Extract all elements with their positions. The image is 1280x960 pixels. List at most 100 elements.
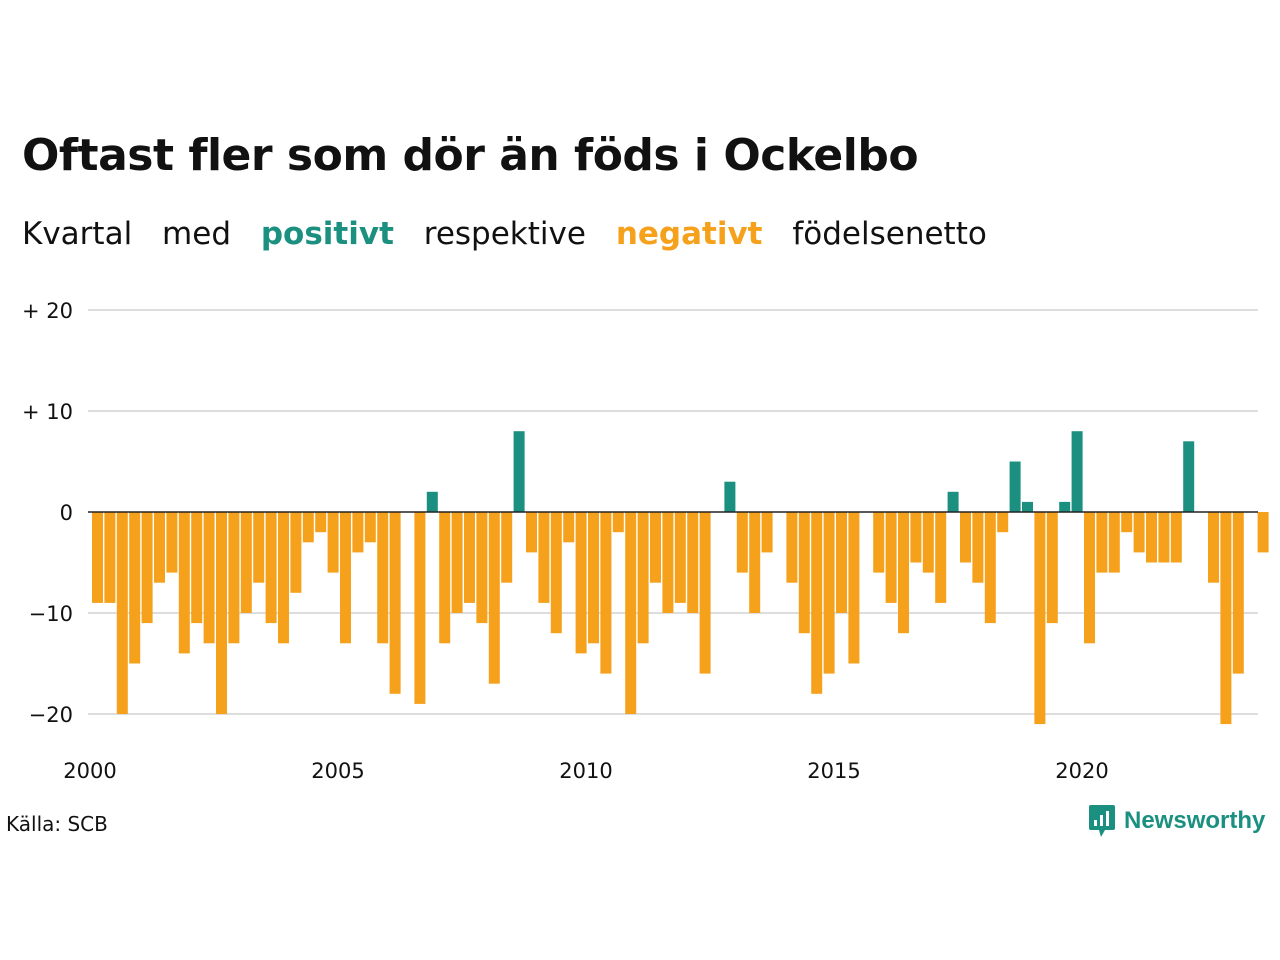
bar-negative xyxy=(588,512,599,644)
x-tick-label: 2000 xyxy=(63,759,116,783)
logo-text: Newsworthy xyxy=(1124,807,1266,834)
bar-negative xyxy=(625,512,637,714)
bar-negative xyxy=(352,512,364,553)
bar-negative xyxy=(538,512,550,603)
bar-positive xyxy=(724,481,736,512)
bar-negative xyxy=(1133,512,1145,553)
bar-negative xyxy=(191,512,203,624)
bar-negative xyxy=(1121,512,1133,533)
bar-negative xyxy=(501,512,513,583)
bar-negative xyxy=(885,512,897,603)
bar-negative xyxy=(811,512,823,694)
bar-negative xyxy=(302,512,314,543)
bar-negative xyxy=(848,512,860,664)
bar-positive xyxy=(947,491,959,512)
bar-negative xyxy=(451,512,463,613)
bar-positive xyxy=(1022,501,1033,512)
bar-negative xyxy=(439,512,451,644)
bar-chart: + 20 + 10 0 −10 −20 2000 2005 2010 2015 2020 xyxy=(22,299,1269,783)
bar-negative xyxy=(1257,512,1269,553)
bar-positive xyxy=(1183,441,1195,512)
bar-negative xyxy=(873,512,885,573)
bars xyxy=(88,431,1269,725)
chart-title: Oftast fler som dör än föds i Ockelbo xyxy=(22,130,919,181)
bar-negative xyxy=(662,512,674,613)
bar-negative xyxy=(1084,512,1095,644)
bar-negative xyxy=(488,512,500,684)
bar-negative xyxy=(1170,512,1182,563)
bar-negative xyxy=(1208,512,1219,583)
bar-positive xyxy=(426,491,438,512)
bar-negative xyxy=(637,512,649,644)
legend-negative-label: negativt xyxy=(615,216,763,252)
subtitle-word-respektive: respektive xyxy=(423,216,586,252)
bar-negative xyxy=(154,512,165,583)
x-tick-label: 2005 xyxy=(311,759,364,783)
bar-negative xyxy=(910,512,922,563)
bar-negative xyxy=(736,512,748,573)
bar-negative xyxy=(464,512,475,603)
bar-negative xyxy=(836,512,847,613)
bar-negative xyxy=(997,512,1009,533)
bar-positive xyxy=(1009,461,1021,512)
x-tick-label: 2020 xyxy=(1055,759,1108,783)
y-tick-label: + 20 xyxy=(22,299,73,323)
bar-negative xyxy=(960,512,971,563)
bar-negative xyxy=(1220,512,1232,725)
bar-negative xyxy=(575,512,587,654)
subtitle-word-kvartal: Kvartal xyxy=(22,216,133,252)
newsworthy-logo: Newsworthy xyxy=(1088,804,1265,838)
y-tick-label: −20 xyxy=(29,703,73,727)
bar-negative xyxy=(327,512,339,573)
bar-positive xyxy=(513,431,525,512)
legend-positive-label: positivt xyxy=(260,216,394,252)
newsworthy-logo-icon xyxy=(1089,805,1115,837)
bar-negative xyxy=(1096,512,1108,573)
bar-negative xyxy=(290,512,302,593)
bar-negative xyxy=(253,512,265,583)
bar-negative xyxy=(178,512,190,654)
bar-negative xyxy=(526,512,537,553)
subtitle-word-med: med xyxy=(162,216,231,252)
bar-negative xyxy=(141,512,153,624)
y-tick-label: −10 xyxy=(29,602,73,626)
bar-negative xyxy=(823,512,835,674)
axis-labels: + 20 + 10 0 −10 −20 2000 2005 2010 2015 2020 xyxy=(22,299,1109,783)
bar-negative xyxy=(687,512,699,613)
bar-negative xyxy=(216,512,227,714)
x-tick-label: 2015 xyxy=(807,759,860,783)
bar-negative xyxy=(674,512,686,603)
bar-negative xyxy=(563,512,575,543)
bar-negative xyxy=(364,512,376,543)
bar-negative xyxy=(166,512,178,573)
bar-negative xyxy=(340,512,351,644)
bar-negative xyxy=(104,512,116,603)
bar-negative xyxy=(377,512,389,644)
y-tick-label: 0 xyxy=(60,501,73,525)
bar-negative xyxy=(600,512,612,674)
bar-negative xyxy=(278,512,289,644)
bar-negative xyxy=(265,512,277,624)
bar-negative xyxy=(786,512,798,583)
bar-negative xyxy=(116,512,128,714)
bar-negative xyxy=(1108,512,1120,573)
subtitle-word-fodelsenetto: födelsenetto xyxy=(792,216,987,252)
bar-negative xyxy=(749,512,761,613)
bar-negative xyxy=(414,512,426,704)
bar-negative xyxy=(315,512,327,533)
bar-negative xyxy=(129,512,141,664)
bar-negative xyxy=(550,512,562,634)
bar-negative xyxy=(935,512,947,603)
source-note: Källa: SCB xyxy=(6,812,108,836)
bar-positive xyxy=(1071,431,1083,512)
bar-negative xyxy=(228,512,240,644)
bar-negative xyxy=(650,512,661,583)
bar-negative xyxy=(476,512,488,624)
bar-negative xyxy=(240,512,252,613)
bar-negative xyxy=(203,512,215,644)
bar-negative xyxy=(612,512,624,533)
bar-negative xyxy=(761,512,773,553)
bar-negative xyxy=(1232,512,1244,674)
bar-negative xyxy=(92,512,103,603)
x-tick-label: 2010 xyxy=(559,759,612,783)
